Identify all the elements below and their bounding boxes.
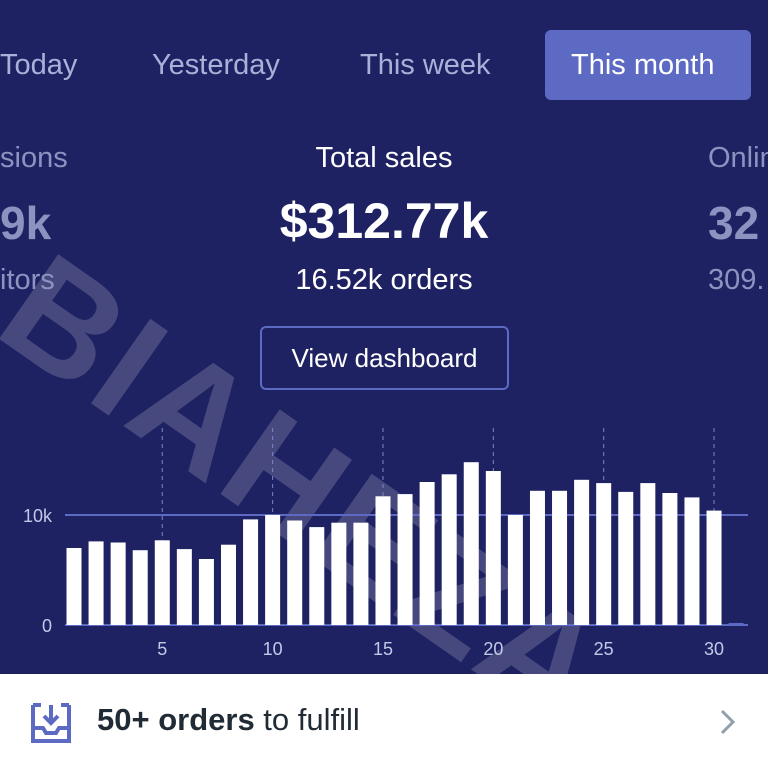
bar-day-13 [331,522,347,625]
bar-day-15 [375,496,391,625]
bar-day-7 [198,559,214,625]
bar-day-9 [243,519,259,625]
x-tick-label: 30 [704,639,724,659]
online-label: Onlin [708,142,768,174]
fulfill-orders-row[interactable]: 50+ orders to fulfill [0,674,768,768]
bar-day-31 [728,623,744,625]
x-tick-label: 20 [483,639,503,659]
bar-day-19 [463,462,479,625]
online-sub: 309. [708,264,765,296]
bar-day-27 [640,483,656,625]
bar-day-14 [353,522,369,625]
sessions-value: 9k [0,197,52,249]
tab-today[interactable]: Today [0,49,78,81]
bar-day-1 [66,548,82,625]
bar-day-20 [485,471,501,625]
bar-day-26 [618,491,634,625]
total-sales-value: $312.77k [279,193,489,249]
tab-this-week[interactable]: This week [360,49,491,81]
online-value: 32 [708,197,760,249]
y-tick-label: 10k [23,506,53,526]
inbox-download-icon [31,703,71,743]
chevron-right-icon [720,709,736,735]
x-tick-label: 5 [157,639,167,659]
view-dashboard-button[interactable]: View dashboard [260,326,509,390]
y-tick-label: 0 [42,616,52,636]
bar-day-21 [507,515,523,625]
date-range-tabs: Today Yesterday This week This month [0,30,768,100]
x-tick-label: 15 [373,639,393,659]
bar-day-24 [574,479,590,625]
tab-yesterday[interactable]: Yesterday [152,49,280,81]
orders-to-fulfill-count: 50+ orders [97,702,255,737]
x-tick-label: 10 [263,639,283,659]
bar-day-2 [88,541,104,625]
bar-day-12 [309,527,325,625]
bar-day-4 [132,550,148,625]
orders-count: 16.52k orders [295,264,473,296]
fulfill-orders-text: 50+ orders to fulfill [97,702,360,738]
bar-day-29 [684,497,700,625]
bar-day-30 [706,510,722,625]
tab-this-month[interactable]: This month [545,30,751,100]
fulfill-label: to fulfill [254,702,360,737]
total-sales-label: Total sales [315,142,453,174]
bar-day-6 [176,549,192,625]
bar-day-11 [287,520,303,625]
bar-day-23 [552,490,568,625]
bar-day-22 [529,490,545,625]
bar-day-8 [220,544,236,625]
bar-day-5 [154,540,170,625]
bar-day-10 [265,515,281,625]
visitors-label: itors [0,264,55,296]
x-tick-label: 25 [594,639,614,659]
bar-day-17 [419,482,435,625]
bar-day-28 [662,493,678,625]
sales-chart: 5 10 15 20 25 30 0 10k [23,428,748,659]
bar-day-3 [110,542,126,625]
bar-day-25 [596,483,612,625]
sessions-label: sions [0,142,68,174]
bar-day-16 [397,494,413,625]
bar-day-18 [441,474,457,625]
